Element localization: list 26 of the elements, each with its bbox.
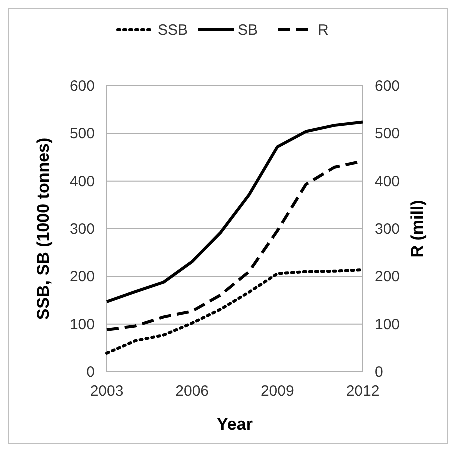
y2-tick-label: 400 — [375, 173, 400, 190]
y-tick-label: 200 — [70, 268, 95, 286]
x-tick-label: 2012 — [346, 383, 380, 400]
line-series — [106, 120, 364, 304]
line-series — [106, 268, 364, 355]
x-tick-label: 2009 — [260, 383, 294, 400]
y2-tick-label: 300 — [375, 221, 400, 238]
y-tick-label: 400 — [70, 173, 95, 190]
y2-axis-title: R (mill) — [408, 200, 427, 258]
y2-tick-label: 100 — [375, 316, 400, 334]
legend-label: SSB — [158, 22, 188, 39]
y-axis-title: SSB, SB (1000 tonnes) — [34, 138, 53, 320]
y-tick-label: 0 — [86, 364, 95, 381]
y2-tick-label: 500 — [375, 126, 400, 143]
y-tick-label: 300 — [70, 221, 95, 238]
y-tick-label: 500 — [70, 126, 95, 143]
y-tick-label: 600 — [70, 78, 95, 95]
x-axis-title: Year — [217, 415, 254, 434]
legend-label: R — [318, 22, 329, 39]
legend-label: SB — [238, 22, 258, 39]
y2-tick-label: 200 — [375, 268, 400, 286]
x-tick-label: 2006 — [176, 383, 210, 400]
y-tick-label: 100 — [70, 316, 95, 334]
y2-tick-label: 600 — [375, 78, 400, 95]
x-tick-label: 2003 — [90, 383, 124, 400]
y2-tick-label: 0 — [375, 364, 384, 381]
